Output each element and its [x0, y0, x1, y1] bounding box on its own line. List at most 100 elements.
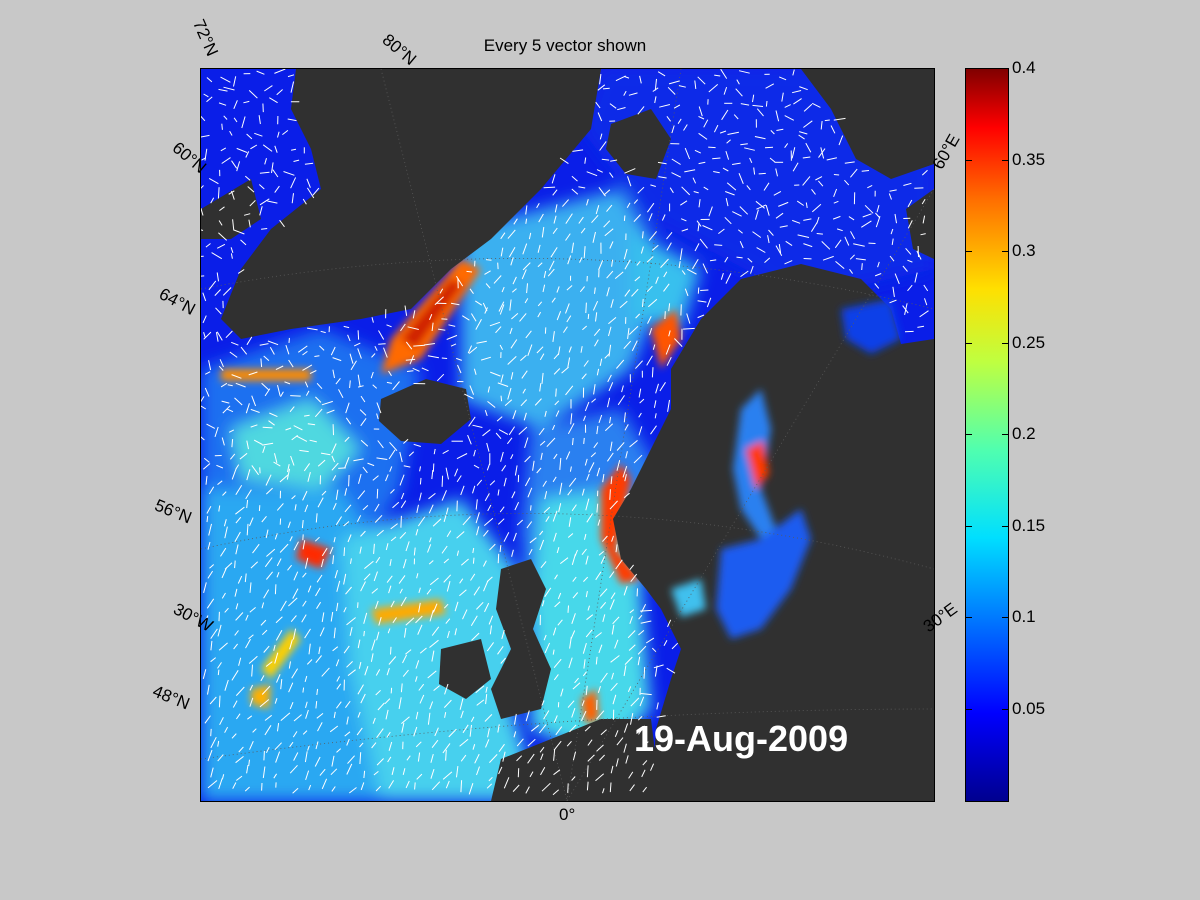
vector-arrow	[248, 219, 251, 228]
vector-arrow	[390, 536, 397, 542]
vector-arrow	[250, 561, 259, 569]
vector-arrow	[723, 86, 728, 95]
vector-arrow	[792, 69, 795, 76]
vector-arrow	[470, 615, 478, 627]
vector-arrow	[423, 343, 435, 346]
vector-arrow	[889, 255, 895, 262]
vector-arrow	[360, 581, 366, 592]
vector-arrow	[736, 256, 743, 259]
grid-label-64n: 64°N	[155, 284, 199, 319]
vector-arrow	[629, 564, 634, 571]
greenland-land	[221, 69, 601, 339]
vector-arrow	[267, 340, 279, 346]
vector-arrow	[215, 332, 219, 342]
vector-arrow	[309, 370, 317, 375]
vector-arrow	[596, 425, 599, 435]
vector-arrow	[294, 504, 297, 511]
vector-arrow	[791, 147, 796, 159]
vector-arrow	[218, 642, 228, 651]
vector-arrow	[698, 106, 703, 117]
vector-arrow	[273, 644, 276, 651]
vector-arrow	[667, 399, 670, 412]
vector-arrow	[485, 283, 491, 289]
vector-arrow	[233, 643, 238, 650]
colorbar-tick-mark	[1002, 617, 1008, 618]
vector-arrow	[388, 449, 396, 460]
vector-arrow	[630, 713, 634, 725]
vector-arrow	[476, 766, 480, 776]
vector-arrow	[824, 119, 830, 122]
vector-arrow	[218, 220, 223, 226]
colorbar-tick-mark	[966, 525, 972, 527]
vector-arrow	[584, 533, 587, 540]
vector-arrow	[249, 740, 254, 750]
vector-arrow	[235, 612, 244, 621]
vector-arrow	[231, 670, 239, 681]
vector-arrow	[404, 627, 407, 638]
vector-arrow	[399, 451, 403, 463]
vector-arrow	[350, 558, 352, 564]
vector-arrow	[659, 104, 671, 108]
vector-arrow	[402, 654, 408, 664]
vector-arrow	[607, 374, 612, 383]
vector-arrow	[206, 516, 209, 523]
vector-arrow	[274, 185, 280, 193]
vector-arrow	[553, 368, 561, 375]
vector-arrow	[251, 465, 260, 476]
vector-arrow	[571, 242, 574, 254]
vector-arrow	[468, 346, 478, 354]
vector-arrow	[615, 559, 623, 570]
vector-arrow	[614, 639, 619, 649]
vector-arrow	[402, 768, 406, 776]
vector-arrow	[530, 724, 540, 732]
vector-arrow	[399, 588, 403, 594]
vector-arrow	[525, 330, 532, 339]
vector-arrow	[587, 754, 595, 762]
vector-arrow	[203, 332, 206, 338]
vector-arrow	[628, 771, 634, 779]
vector-arrow	[623, 90, 627, 96]
vector-arrow	[784, 260, 793, 265]
vector-arrow	[752, 104, 764, 107]
vector-arrow	[543, 710, 550, 720]
vector-arrow	[591, 214, 599, 224]
vector-arrow	[357, 330, 360, 340]
vector-arrow	[475, 685, 485, 694]
vector-arrow	[399, 531, 407, 539]
vector-arrow	[231, 468, 237, 480]
vector-arrow	[614, 730, 619, 737]
vector-arrow	[602, 474, 605, 483]
vector-arrow	[302, 350, 308, 356]
vector-arrow	[221, 400, 230, 404]
vector-arrow	[656, 715, 666, 718]
vector-arrow	[231, 190, 235, 200]
vector-arrow	[357, 639, 361, 649]
vector-arrow	[637, 106, 645, 115]
vector-arrow	[816, 233, 823, 235]
vector-arrow	[316, 574, 323, 583]
vector-arrow	[298, 345, 308, 353]
vector-arrow	[218, 505, 221, 512]
vector-arrow	[217, 662, 222, 669]
vector-arrow	[358, 473, 362, 484]
vector-arrow	[259, 171, 270, 174]
vector-arrow	[791, 90, 802, 94]
vector-arrow	[565, 385, 574, 396]
vector-arrow	[702, 263, 708, 274]
vector-arrow	[377, 440, 384, 449]
vector-arrow	[619, 300, 628, 309]
vector-arrow	[217, 624, 222, 637]
vector-arrow	[524, 477, 531, 487]
vector-arrow	[291, 495, 296, 500]
vector-arrow	[398, 697, 402, 710]
vector-arrow	[543, 634, 547, 641]
vector-arrow	[639, 75, 642, 84]
vector-arrow	[736, 79, 740, 85]
vector-arrow	[637, 186, 645, 194]
vector-arrow	[277, 131, 280, 138]
vector-arrow	[223, 115, 228, 120]
vector-arrow	[405, 617, 415, 626]
vector-arrow	[235, 516, 242, 524]
vector-arrow	[503, 777, 510, 789]
vector-arrow	[773, 190, 782, 196]
